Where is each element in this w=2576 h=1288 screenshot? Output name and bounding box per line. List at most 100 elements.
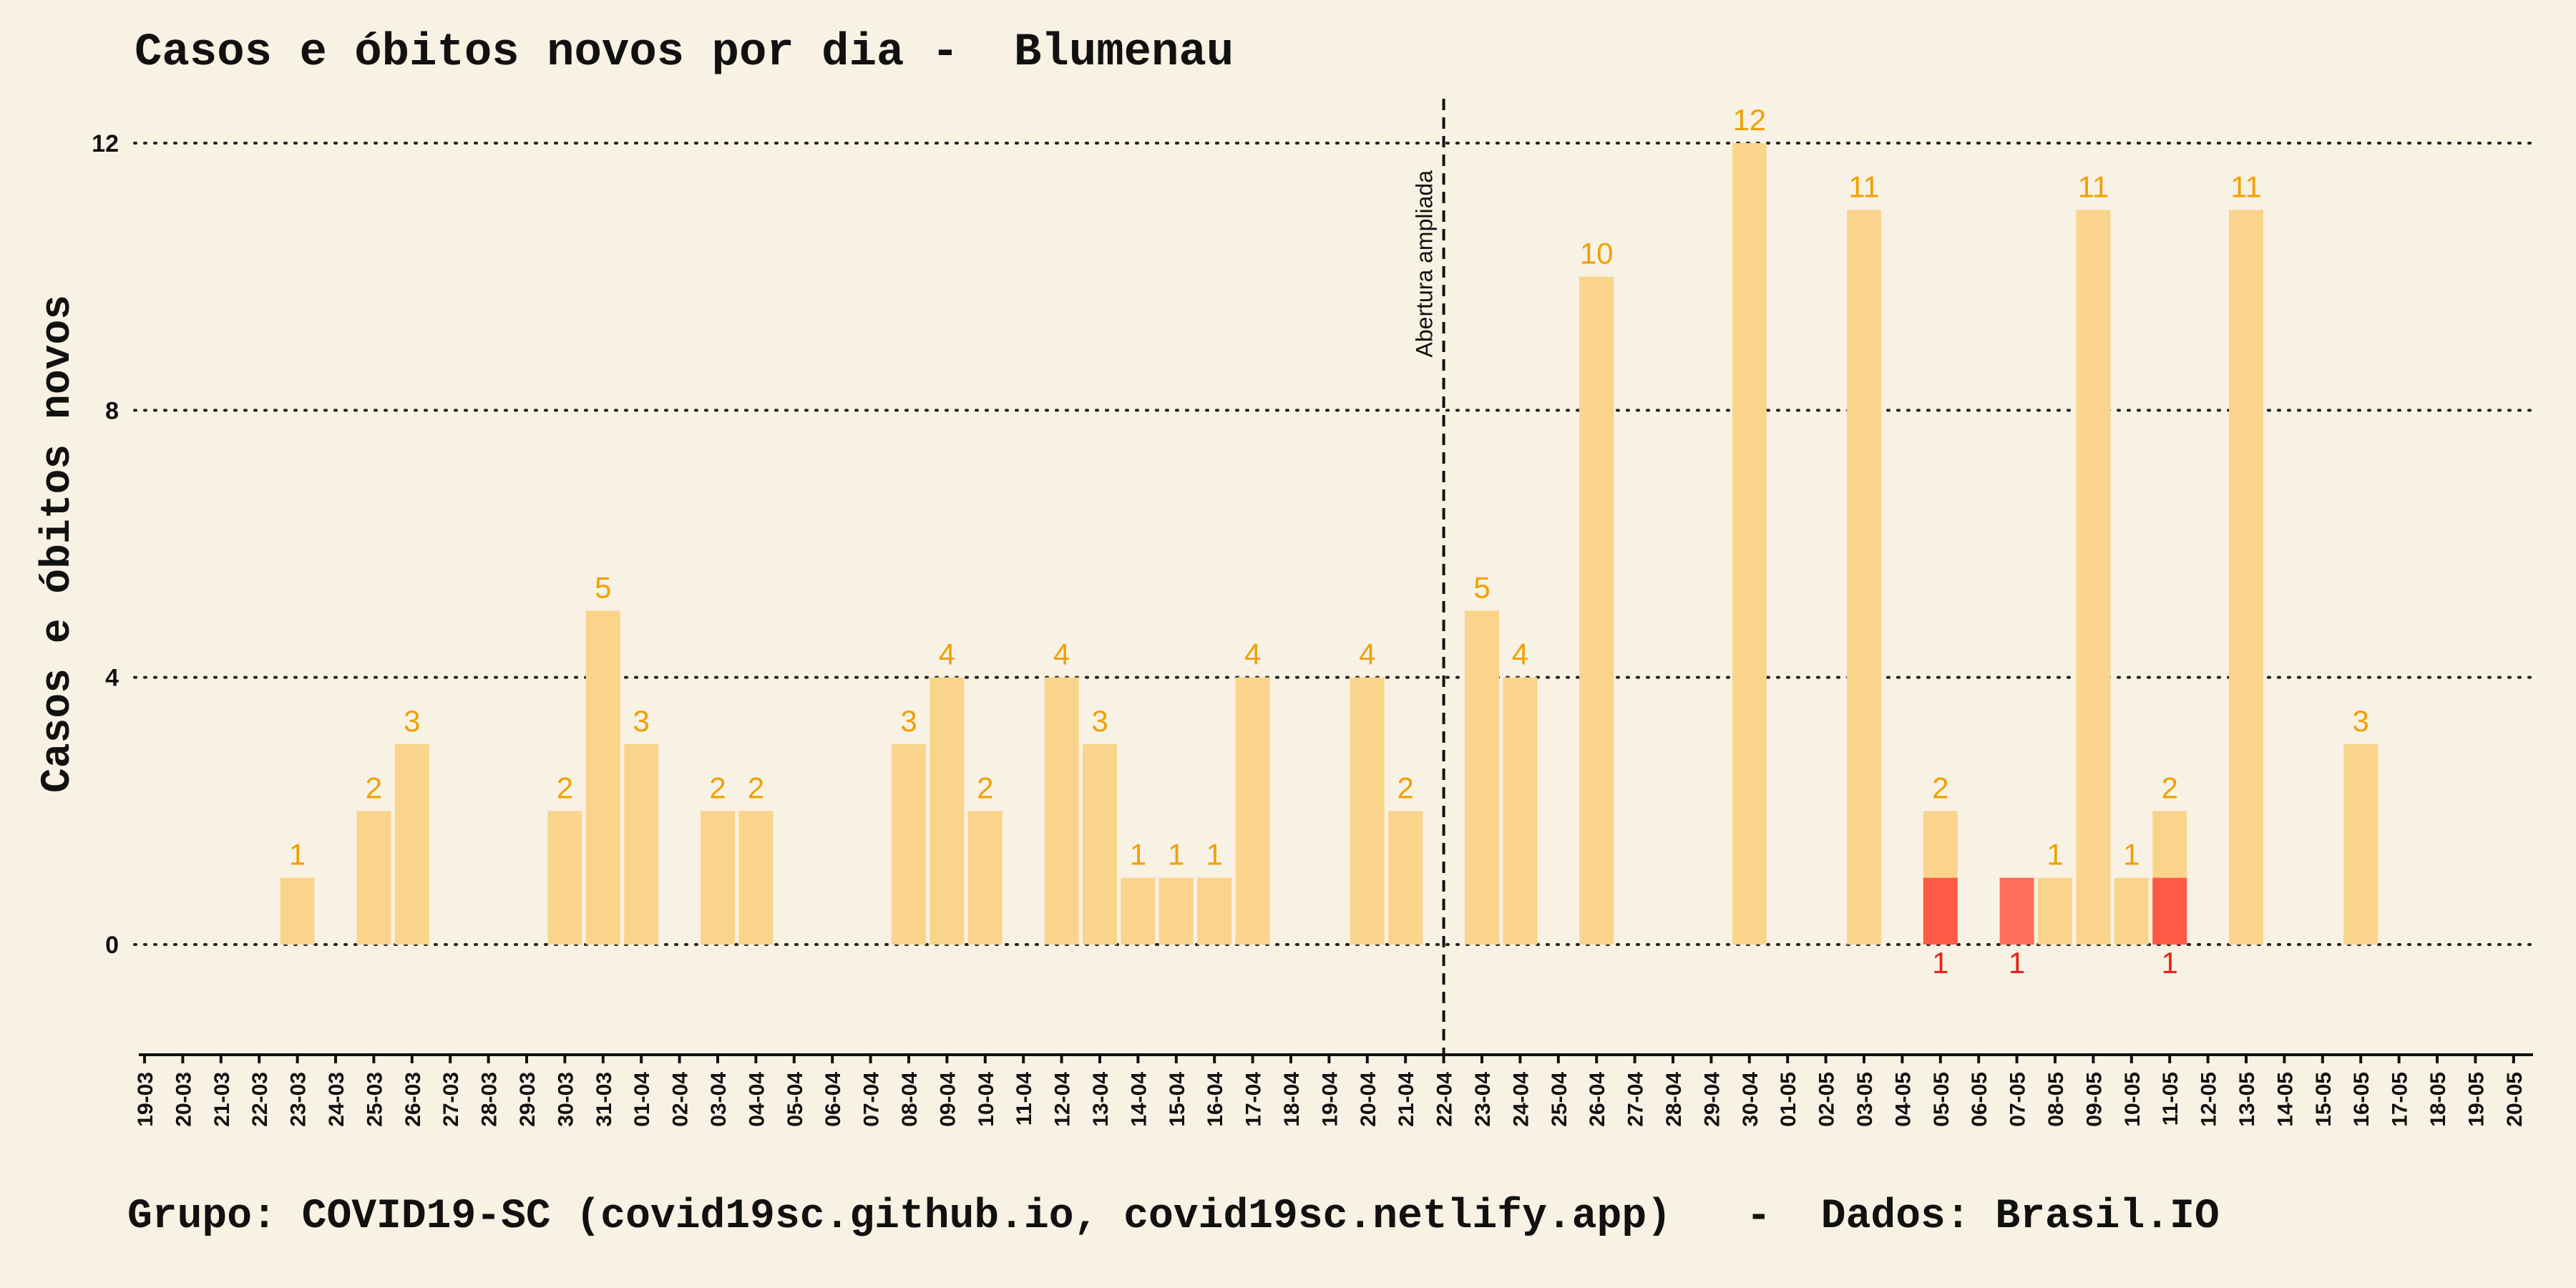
x-tick-label: 10-04 bbox=[975, 1072, 998, 1127]
x-tick-label: 16-04 bbox=[1204, 1072, 1227, 1127]
x-tick-label: 25-04 bbox=[1548, 1072, 1571, 1127]
x-tick-label: 08-05 bbox=[2044, 1072, 2068, 1127]
y-tick-label: 4 bbox=[105, 665, 119, 692]
data-label-casos: 1 bbox=[2123, 838, 2140, 872]
bar-casos bbox=[1388, 811, 1423, 945]
bar-casos bbox=[624, 744, 659, 945]
bar-casos bbox=[738, 811, 774, 945]
data-label-casos: 1 bbox=[1168, 838, 1184, 872]
x-tick-label: 27-04 bbox=[1624, 1072, 1648, 1127]
x-tick-label: 15-04 bbox=[1166, 1072, 1189, 1127]
x-tick-label: 20-03 bbox=[172, 1072, 195, 1127]
x-tick-label: 14-04 bbox=[1127, 1072, 1151, 1127]
data-label-obitos: 1 bbox=[2009, 946, 2025, 980]
bar-casos bbox=[1503, 677, 1538, 945]
x-tick-label: 11-05 bbox=[2159, 1072, 2182, 1126]
bar-casos bbox=[1847, 210, 1881, 945]
x-tick-label: 02-05 bbox=[1815, 1072, 1839, 1127]
x-tick-label: 06-04 bbox=[821, 1072, 845, 1127]
bar-casos bbox=[967, 811, 1002, 945]
x-tick-label: 23-04 bbox=[1471, 1072, 1495, 1127]
data-label-casos: 1 bbox=[289, 838, 306, 872]
data-label-casos: 3 bbox=[900, 704, 917, 738]
x-tick-label: 20-05 bbox=[2503, 1072, 2527, 1127]
data-label-casos: 4 bbox=[1359, 638, 1375, 671]
x-tick-label: 22-04 bbox=[1433, 1072, 1457, 1127]
x-tick-label: 07-04 bbox=[860, 1072, 884, 1127]
x-tick-label: 04-05 bbox=[1891, 1072, 1915, 1127]
data-label-casos: 4 bbox=[1053, 638, 1070, 671]
x-tick-label: 21-03 bbox=[210, 1072, 234, 1127]
data-label-casos: 2 bbox=[1932, 771, 1948, 804]
x-tick-label: 18-05 bbox=[2426, 1072, 2450, 1127]
x-tick-label: 30-04 bbox=[1739, 1072, 1762, 1127]
x-tick-label: 28-03 bbox=[478, 1072, 502, 1127]
x-tick-label: 01-05 bbox=[1777, 1072, 1800, 1127]
x-tick-label: 19-03 bbox=[134, 1072, 157, 1127]
bar-casos bbox=[2038, 877, 2072, 945]
data-label-casos: 4 bbox=[1512, 638, 1528, 671]
x-tick-label: 28-04 bbox=[1662, 1072, 1686, 1127]
x-tick-label: 29-04 bbox=[1700, 1072, 1724, 1127]
chart-title: Casos e óbitos novos por dia - Blumenau bbox=[135, 27, 1234, 79]
bar-obitos bbox=[1999, 877, 2034, 945]
x-tick-label: 13-04 bbox=[1089, 1072, 1113, 1127]
data-label-casos: 4 bbox=[939, 638, 955, 671]
y-tick-label: 12 bbox=[92, 130, 119, 157]
x-tick-label: 04-04 bbox=[745, 1072, 769, 1127]
x-tick-label: 23-03 bbox=[287, 1072, 311, 1127]
x-tick-label: 02-04 bbox=[669, 1072, 693, 1127]
x-tick-label: 29-03 bbox=[516, 1072, 540, 1127]
bar-casos bbox=[2343, 744, 2379, 945]
x-tick-label: 16-05 bbox=[2350, 1072, 2373, 1127]
data-label-casos: 2 bbox=[366, 771, 382, 804]
data-label-casos: 2 bbox=[1397, 771, 1414, 804]
x-tick-label: 03-05 bbox=[1853, 1072, 1877, 1127]
bar-obitos bbox=[1923, 877, 1958, 945]
data-label-casos: 3 bbox=[633, 704, 650, 738]
bar-casos bbox=[930, 677, 965, 945]
x-tick-label: 24-03 bbox=[325, 1072, 348, 1127]
bar-casos bbox=[892, 744, 926, 945]
x-tick-label: 26-04 bbox=[1586, 1072, 1609, 1127]
x-tick-label: 03-04 bbox=[707, 1072, 731, 1127]
bar-casos bbox=[2114, 877, 2149, 945]
data-label-obitos: 1 bbox=[2162, 946, 2178, 980]
x-tick-label: 21-04 bbox=[1395, 1072, 1418, 1127]
data-label-casos: 3 bbox=[1091, 704, 1108, 738]
x-tick-label: 09-05 bbox=[2082, 1072, 2106, 1127]
bar-casos bbox=[1083, 744, 1117, 945]
bar-casos bbox=[547, 811, 582, 945]
data-label-casos: 1 bbox=[2046, 838, 2063, 872]
x-tick-label: 30-03 bbox=[554, 1072, 577, 1127]
bar-casos bbox=[1158, 877, 1194, 945]
x-tick-label: 19-05 bbox=[2464, 1072, 2488, 1127]
x-tick-label: 19-04 bbox=[1318, 1072, 1342, 1127]
x-tick-label: 10-05 bbox=[2121, 1072, 2145, 1127]
y-axis-label: Casos e óbitos novos bbox=[35, 295, 82, 793]
x-tick-label: 24-04 bbox=[1509, 1072, 1533, 1127]
x-tick-label: 17-05 bbox=[2389, 1072, 2412, 1127]
x-tick-label: 18-04 bbox=[1280, 1072, 1304, 1127]
x-tick-label: 09-04 bbox=[936, 1072, 960, 1127]
data-label-casos: 11 bbox=[1848, 170, 1880, 203]
bar-casos bbox=[280, 877, 315, 945]
bar-casos bbox=[2076, 210, 2111, 945]
x-tick-label: 11-04 bbox=[1013, 1072, 1036, 1126]
x-tick-label: 05-04 bbox=[784, 1072, 807, 1127]
data-label-casos: 2 bbox=[709, 771, 726, 804]
x-tick-label: 05-05 bbox=[1930, 1072, 1953, 1127]
x-tick-label: 12-04 bbox=[1051, 1072, 1075, 1127]
x-tick-label: 12-05 bbox=[2197, 1072, 2221, 1127]
y-tick-label: 8 bbox=[105, 397, 119, 424]
data-label-casos: 2 bbox=[977, 771, 993, 804]
data-label-casos: 10 bbox=[1580, 237, 1614, 270]
data-label-casos: 1 bbox=[1206, 838, 1223, 872]
data-label-casos: 5 bbox=[1473, 570, 1490, 604]
bar-casos bbox=[585, 610, 620, 945]
data-label-casos: 1 bbox=[1130, 838, 1146, 872]
data-label-casos: 12 bbox=[1732, 103, 1766, 137]
bar-casos bbox=[1350, 677, 1385, 945]
